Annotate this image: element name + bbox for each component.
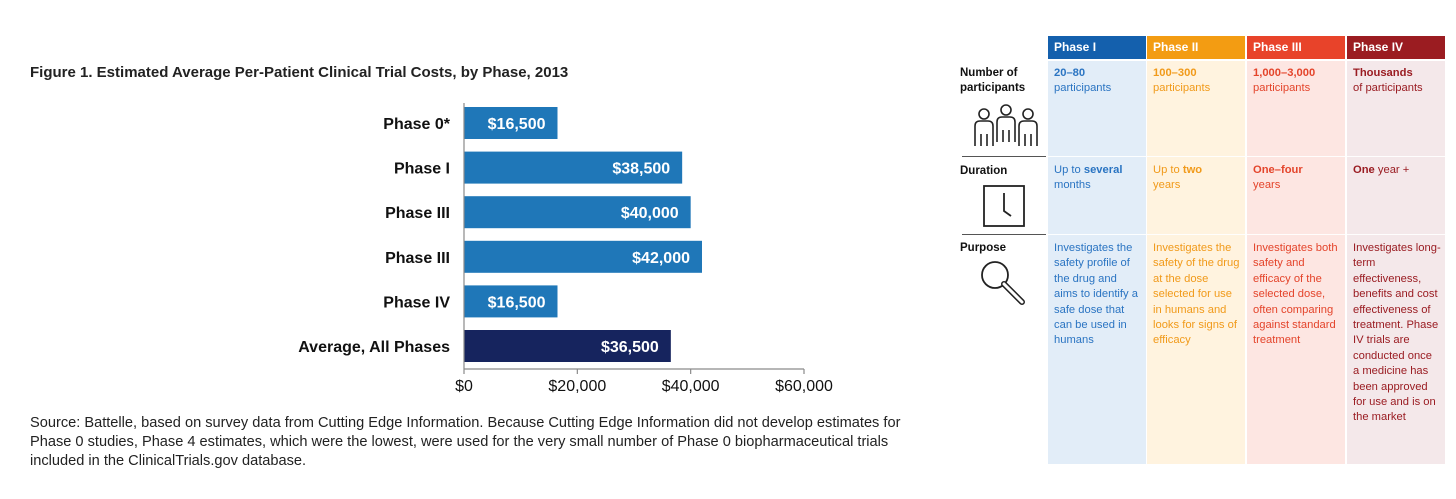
purpose-text: Investigates both safety and efficacy of…: [1253, 242, 1338, 347]
phase-column: Thousands of participants One year + Invest…: [1347, 61, 1445, 464]
purpose-text: Investigates the safety profile of the d…: [1054, 242, 1138, 347]
phase-column: 20–80 participants Up to several months Inve…: [1048, 61, 1146, 464]
row-label-duration: Duration: [960, 165, 1008, 177]
participants-unit: of participants: [1353, 82, 1423, 95]
duration-value: One year +: [1353, 164, 1410, 176]
phase-column: 1,000–3,000 participants One–four years Inve…: [1247, 61, 1345, 464]
duration-cell: One–four years: [1253, 163, 1341, 194]
row-divider: [962, 156, 1046, 157]
bar: [464, 107, 558, 139]
category-label: Phase III: [385, 205, 450, 222]
participants-count: 20–80: [1054, 67, 1086, 79]
category-label: Phase I: [394, 161, 450, 178]
clock-icon: [983, 185, 1025, 227]
data-label: $16,500: [488, 294, 546, 311]
participants-count: Thousands: [1353, 67, 1413, 79]
duration-unit: months: [1054, 179, 1091, 192]
row-label-participants: Number of participants: [960, 67, 1026, 94]
x-tick-label: $60,000: [775, 378, 833, 395]
cost-bar-chart: Phase 0* $16,500 Phase I $38,500 Phase III $4…: [298, 103, 833, 395]
source-note: Source: Battelle, based on survey data f…: [30, 415, 901, 469]
bar: [464, 196, 691, 229]
participants-count: 1,000–3,000: [1253, 67, 1316, 79]
x-tick-label: $40,000: [662, 378, 720, 395]
phase-header: Phase II: [1147, 36, 1245, 59]
category-label: Phase IV: [383, 294, 450, 311]
people-icon: [974, 104, 1038, 146]
participants-cell: 100–300 participants: [1153, 66, 1241, 97]
row-label-purpose: Purpose: [960, 242, 1007, 254]
participants-unit: participants: [1153, 82, 1211, 95]
purpose-text: Investigates the safety of the drug at t…: [1153, 242, 1240, 347]
duration-value: One–four: [1253, 164, 1303, 176]
duration-value: Up to two: [1153, 164, 1203, 176]
duration-cell: Up to several months: [1054, 163, 1142, 194]
phase-table: Number of participants Duration Purpose …: [960, 36, 1446, 464]
duration-cell: One year +: [1353, 163, 1441, 178]
participants-count: 100–300: [1153, 67, 1197, 79]
duration-value: Up to several: [1054, 164, 1123, 176]
bar: [464, 240, 702, 273]
row-separator: [1048, 156, 1446, 157]
phase-header: Phase III: [1247, 36, 1345, 59]
x-tick-label: $20,000: [548, 378, 606, 395]
row-separator: [1048, 234, 1446, 235]
participants-cell: 1,000–3,000 participants: [1253, 66, 1341, 97]
data-label: $42,000: [632, 250, 690, 267]
data-label: $16,500: [488, 116, 546, 133]
data-label: $40,000: [621, 205, 679, 222]
data-label: $38,500: [612, 161, 670, 178]
bar: [464, 330, 671, 362]
duration-unit: years: [1153, 179, 1181, 192]
category-label: Average, All Phases: [298, 339, 450, 356]
phase-header: Phase IV: [1347, 36, 1445, 59]
participants-cell: Thousands of participants: [1353, 66, 1441, 97]
row-divider: [962, 234, 1046, 235]
category-label: Phase III: [385, 250, 450, 267]
purpose-text: Investigates long-term effectiveness, be…: [1353, 242, 1441, 424]
participants-unit: participants: [1253, 82, 1311, 95]
participants-cell: 20–80 participants: [1054, 66, 1142, 97]
category-label: Phase 0*: [383, 116, 450, 133]
data-label: $36,500: [601, 339, 659, 356]
bar: [464, 151, 683, 184]
figure-title: Figure 1. Estimated Average Per-Patient …: [30, 64, 569, 81]
x-tick-label: $0: [455, 378, 473, 395]
bar: [464, 285, 558, 318]
duration-unit: years: [1253, 179, 1281, 192]
duration-cell: Up to two years: [1153, 163, 1241, 194]
phase-column: 100–300 participants Up to two years Investi…: [1147, 61, 1245, 464]
magnifier-icon: [981, 261, 1025, 305]
participants-unit: participants: [1054, 82, 1112, 95]
phase-header: Phase I: [1048, 36, 1146, 59]
